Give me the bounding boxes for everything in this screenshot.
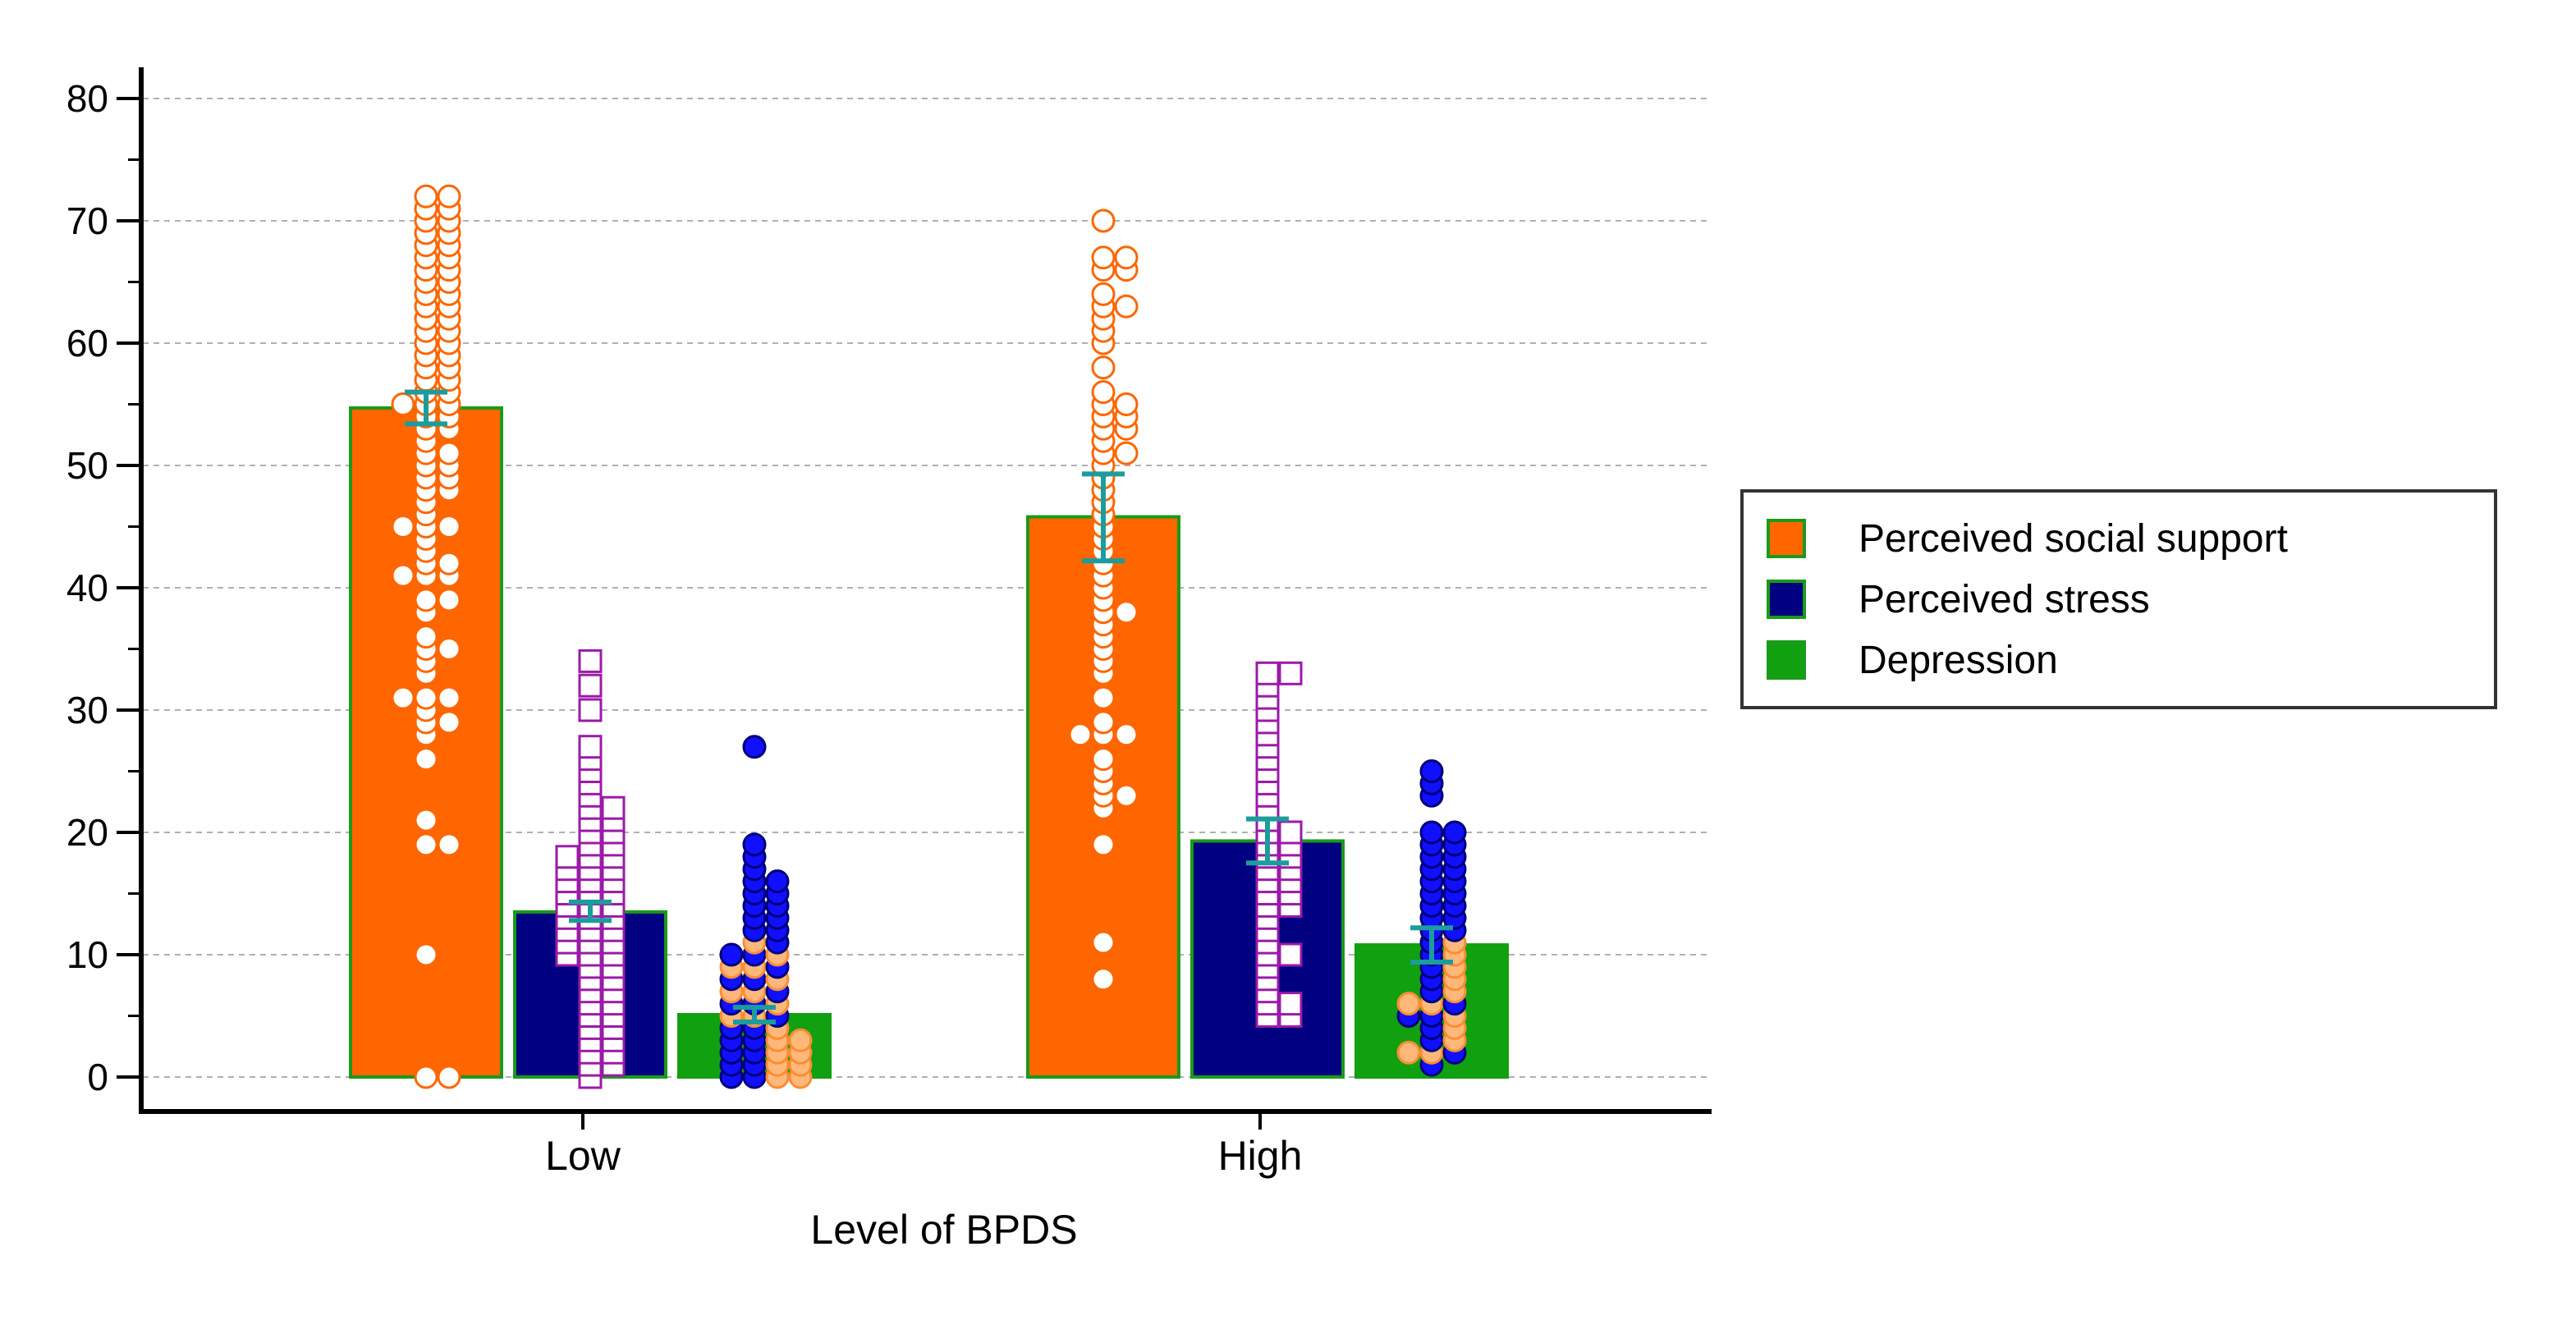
data-point — [414, 747, 438, 772]
data-point — [1091, 380, 1116, 405]
data-point — [742, 735, 767, 759]
y-tick-label-20: 20 — [66, 811, 108, 854]
data-point — [437, 515, 461, 539]
data-point — [437, 441, 461, 465]
data-point — [414, 184, 438, 209]
data-point — [578, 698, 603, 722]
legend: Perceived social support Perceived stress… — [1740, 489, 2497, 709]
data-point — [414, 808, 438, 832]
data-point — [1091, 832, 1116, 857]
legend-label-perceived-social-support: Perceived social support — [1859, 517, 2288, 561]
data-point — [1091, 209, 1116, 233]
data-point — [1091, 685, 1116, 710]
data-point — [1091, 282, 1116, 306]
data-point — [742, 832, 767, 857]
data-point — [555, 845, 580, 869]
data-point — [391, 392, 415, 416]
data-point — [719, 942, 744, 967]
data-point — [1114, 783, 1139, 808]
y-tick-label-30: 30 — [66, 689, 108, 731]
legend-swatch-depression — [1767, 640, 1806, 680]
data-point — [1091, 967, 1116, 992]
data-point — [437, 184, 461, 209]
data-point — [1091, 355, 1116, 380]
data-point — [437, 832, 461, 857]
data-point — [437, 551, 461, 575]
data-point — [1396, 992, 1421, 1016]
y-tick-label-70: 70 — [66, 199, 108, 242]
bars — [349, 406, 1509, 1079]
data-point — [1114, 600, 1139, 625]
error-bars — [405, 389, 1453, 1024]
data-point — [414, 832, 438, 857]
data-point — [414, 1065, 438, 1089]
axes: 0 10 20 30 40 50 60 70 80 Low High — [66, 67, 1712, 1179]
data-point — [1278, 992, 1303, 1016]
data-point — [1255, 661, 1280, 685]
x-tick-label-low: Low — [545, 1133, 621, 1179]
data-point — [1278, 820, 1303, 845]
legend-swatch-perceived-social-support — [1767, 519, 1806, 558]
data-point — [1419, 820, 1444, 845]
y-tick-label-50: 50 — [66, 444, 108, 487]
y-tick-label-40: 40 — [66, 566, 108, 609]
data-point — [1114, 245, 1139, 270]
x-tick-label-high: High — [1218, 1133, 1303, 1179]
data-point — [391, 563, 415, 588]
data-point — [414, 942, 438, 967]
data-point — [1114, 294, 1139, 319]
data-point — [1419, 759, 1444, 783]
legend-label-depression: Depression — [1859, 639, 2058, 682]
legend-box — [1740, 489, 2497, 709]
data-point — [1091, 710, 1116, 735]
data-points — [391, 184, 1467, 1089]
data-point — [578, 673, 603, 698]
data-point — [788, 1028, 813, 1052]
data-point — [414, 685, 438, 710]
data-point — [437, 1065, 461, 1089]
data-point — [1442, 820, 1467, 845]
data-point — [1278, 661, 1303, 685]
data-point — [391, 685, 415, 710]
data-point — [437, 637, 461, 661]
data-point — [1068, 722, 1093, 747]
data-point — [391, 515, 415, 539]
data-point — [578, 649, 603, 673]
data-point — [414, 625, 438, 649]
y-tick-label-10: 10 — [66, 933, 108, 976]
data-point — [1396, 1040, 1421, 1065]
data-point — [1278, 942, 1303, 967]
data-point — [1091, 245, 1116, 270]
y-tick-label-80: 80 — [66, 77, 108, 120]
legend-swatch-perceived-stress — [1767, 580, 1806, 619]
data-point — [601, 795, 626, 820]
data-point — [765, 869, 790, 894]
data-point — [1114, 722, 1139, 747]
y-tick-label-60: 60 — [66, 322, 108, 364]
data-point — [1091, 930, 1116, 955]
data-point — [578, 735, 603, 759]
legend-label-perceived-stress: Perceived stress — [1859, 578, 2150, 621]
data-point — [437, 710, 461, 735]
data-point — [437, 588, 461, 612]
data-point — [1091, 747, 1116, 772]
data-point — [414, 588, 438, 612]
data-point — [437, 685, 461, 710]
data-point — [1114, 441, 1139, 465]
data-point — [1114, 392, 1139, 416]
y-tick-label-0: 0 — [87, 1056, 108, 1098]
x-axis-title: Level of BPDS — [810, 1207, 1077, 1253]
